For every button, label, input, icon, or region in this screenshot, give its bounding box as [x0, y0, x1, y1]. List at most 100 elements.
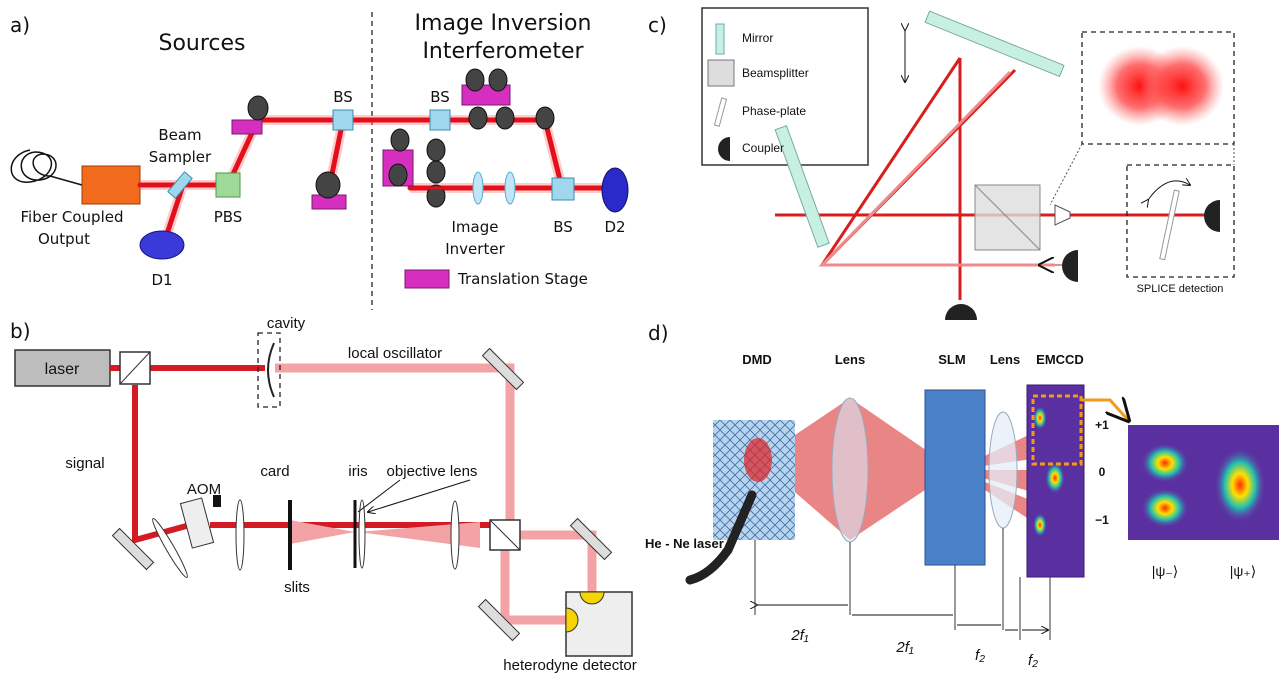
legend-label: Beamsplitter [742, 66, 809, 80]
mirror [426, 160, 446, 184]
fiber-output [81, 165, 141, 205]
panel-label: c) [648, 13, 667, 37]
beamsplitter [429, 109, 451, 131]
mirror [390, 128, 410, 152]
detection-box [1126, 164, 1235, 278]
mirror [481, 347, 525, 391]
lens [450, 500, 460, 570]
legend-label: Coupler [742, 141, 784, 155]
mirror [426, 138, 446, 162]
component-label: D1 [151, 271, 172, 289]
state-label: |ψ₊⟩ [1230, 563, 1256, 579]
beam-cone [758, 398, 850, 540]
focused-beam [290, 520, 480, 548]
panel-label: a) [10, 13, 30, 37]
legend-label: Translation Stage [457, 270, 588, 288]
component-label: Lens [990, 352, 1020, 367]
component-label: DMD [742, 352, 772, 367]
coupler [1062, 250, 1078, 282]
beamsplitter-face [119, 351, 151, 385]
beam-sampler [167, 171, 193, 199]
order-label: 0 [1099, 465, 1106, 479]
roi-box [1031, 394, 1083, 466]
rotation-arrow [1148, 181, 1190, 200]
component-label: Lens [835, 352, 865, 367]
beam-block [213, 495, 221, 507]
component-label: He - Ne laser [645, 536, 724, 551]
panel-c: c) Mirror Beamsplitter Phase-plate Coupl… [648, 7, 1235, 320]
legend-beamsplitter [707, 59, 735, 87]
phase-plate [1159, 189, 1180, 261]
distance-label: 2f₁ [895, 639, 914, 656]
pointer [357, 479, 471, 512]
signal-beam [110, 365, 505, 544]
component-label: signal [65, 455, 104, 472]
component-label: slits [284, 579, 310, 596]
lens [472, 171, 484, 205]
component-label: heterodyne detector [503, 657, 636, 674]
distance-label: f₂ [1028, 652, 1038, 669]
beamsplitter [551, 177, 575, 201]
translation-stage-icon [404, 269, 450, 289]
component-label: BS [430, 88, 450, 106]
component-label: iris [348, 463, 367, 480]
component-label: SLM [938, 352, 965, 367]
beam [137, 117, 608, 243]
he-ne-laser [685, 490, 757, 585]
photodiode [565, 607, 579, 633]
mirror [111, 527, 155, 571]
mirror [465, 68, 485, 92]
component-label: BS [553, 218, 573, 236]
beamsplitter-face [489, 519, 521, 551]
mode-spot [1033, 406, 1047, 430]
legend-mirror [715, 23, 725, 55]
mode-lobe [1214, 447, 1266, 523]
state-label: |ψ₋⟩ [1152, 563, 1178, 579]
beamsplitter-face [974, 184, 1041, 251]
beam-cone [850, 398, 955, 540]
distance-label: f₂ [975, 647, 985, 664]
order-label: +1 [1095, 418, 1109, 432]
coupler [945, 304, 977, 320]
mode-lobe [1141, 488, 1189, 528]
mirror [468, 106, 488, 130]
component-label: Image [452, 218, 499, 236]
component-label: D2 [604, 218, 625, 236]
legend-label: Phase-plate [742, 104, 806, 118]
lens [988, 411, 1018, 529]
mirror [388, 163, 408, 187]
component-label: AOM [187, 481, 221, 498]
component-label: local oscillator [348, 345, 442, 362]
lens [504, 171, 516, 205]
component-label: card [260, 463, 289, 480]
fiber [10, 149, 83, 186]
zoom-arrow [1081, 400, 1128, 420]
laser [14, 349, 111, 387]
section-title: Sources [158, 31, 245, 56]
dimension-guide [754, 528, 1051, 640]
slm [924, 389, 986, 566]
mode-spot [1033, 513, 1047, 537]
legend-label: Mirror [742, 31, 773, 45]
distance-label: 2f₁ [790, 627, 809, 644]
lo-beam [275, 363, 597, 625]
legend-coupler [718, 137, 730, 161]
component-label: cavity [267, 315, 306, 332]
beamsplitter [332, 109, 354, 131]
dmd-spot [744, 438, 772, 482]
lens [152, 517, 188, 579]
panel-label: d) [648, 321, 669, 345]
mirror [495, 106, 515, 130]
component-label: PBS [214, 208, 243, 226]
component-label: Beam [158, 126, 201, 144]
photodiode [579, 591, 605, 605]
component-label: Fiber Coupled [21, 208, 124, 226]
pbs [215, 172, 241, 198]
mode-spot [1045, 462, 1065, 494]
coupler [1204, 200, 1220, 232]
detector-d2 [601, 167, 629, 213]
mirror [426, 184, 446, 208]
component-label: BS [333, 88, 353, 106]
dimension-arrow [757, 605, 1048, 630]
